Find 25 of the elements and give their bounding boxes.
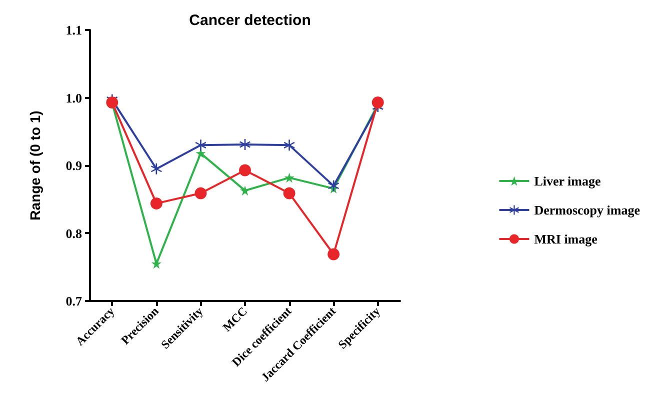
point [328, 180, 340, 192]
point [150, 197, 162, 210]
legend-label: Liver image [534, 174, 601, 188]
point [151, 258, 162, 269]
point [328, 248, 340, 260]
legend-label: MRI image [534, 232, 598, 246]
point [150, 163, 162, 174]
point [240, 186, 250, 196]
point [284, 140, 295, 151]
point [196, 148, 206, 158]
point [195, 140, 206, 151]
y-tick-label: 1.0 [66, 90, 82, 106]
point [239, 164, 251, 176]
point [283, 187, 296, 200]
legend-label: Dermoscopy image [534, 202, 640, 218]
chart-title: Cancer detection [189, 12, 311, 29]
point [284, 172, 294, 183]
y-tick-label: 0.9 [66, 158, 82, 173]
point [194, 187, 207, 200]
y-tick-label: 0.7 [66, 294, 82, 308]
y-axis-title: Range of (0 to 1) [27, 110, 43, 220]
point [240, 138, 250, 150]
point [372, 96, 384, 108]
y-tick-label: 0.8 [66, 226, 82, 241]
y-tick-label: 1.1 [66, 22, 82, 38]
